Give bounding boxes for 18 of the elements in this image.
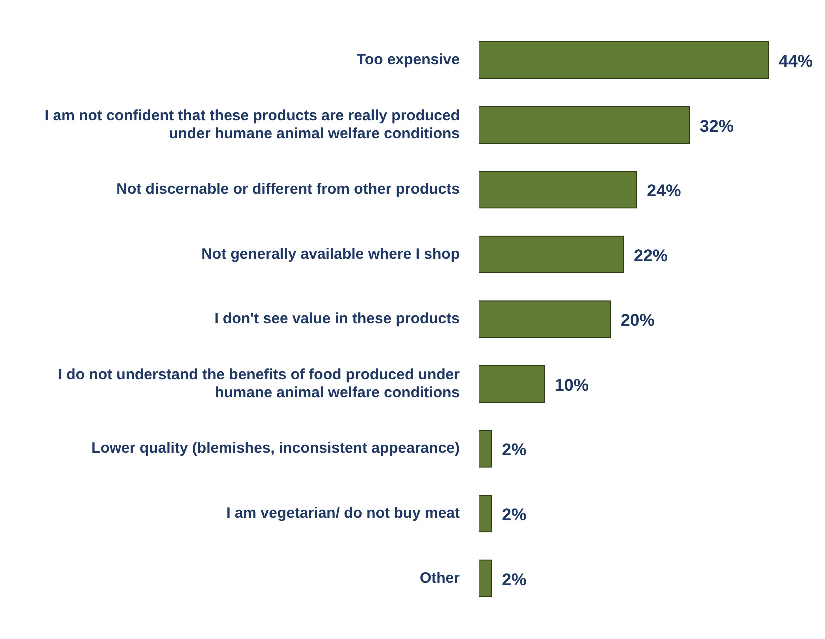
- y-tick-label: Other: [420, 570, 460, 587]
- y-tick-label: Not generally available where I shop: [202, 246, 460, 263]
- data-label: 20%: [620, 311, 655, 330]
- data-label: 10%: [554, 376, 589, 395]
- data-label: 2%: [502, 440, 527, 460]
- data-label: 32%: [700, 116, 734, 136]
- data-label: 2%: [502, 506, 527, 525]
- y-tick-label: Too expensive: [356, 52, 460, 69]
- data-label: 24%: [647, 182, 682, 201]
- y-tick-label: Lower quality (blemishes, inconsistent appearance): [92, 440, 460, 458]
- y-tick-label: Not discernable or different from other products: [116, 181, 460, 198]
- data-label: 22%: [634, 246, 668, 266]
- data-label: 44%: [779, 52, 814, 72]
- y-tick-label: I am not confident that these products are really produced under humane animal welfare conditions: [44, 107, 460, 142]
- y-tick-label: I am vegetarian/ do not buy meat: [226, 504, 460, 522]
- y-tick-label: I don't see value in these products: [214, 310, 460, 328]
- data-label: 2%: [502, 570, 527, 590]
- y-tick-label: I do not understand the benefits of food produced under humane animal welfare conditions: [58, 366, 460, 402]
